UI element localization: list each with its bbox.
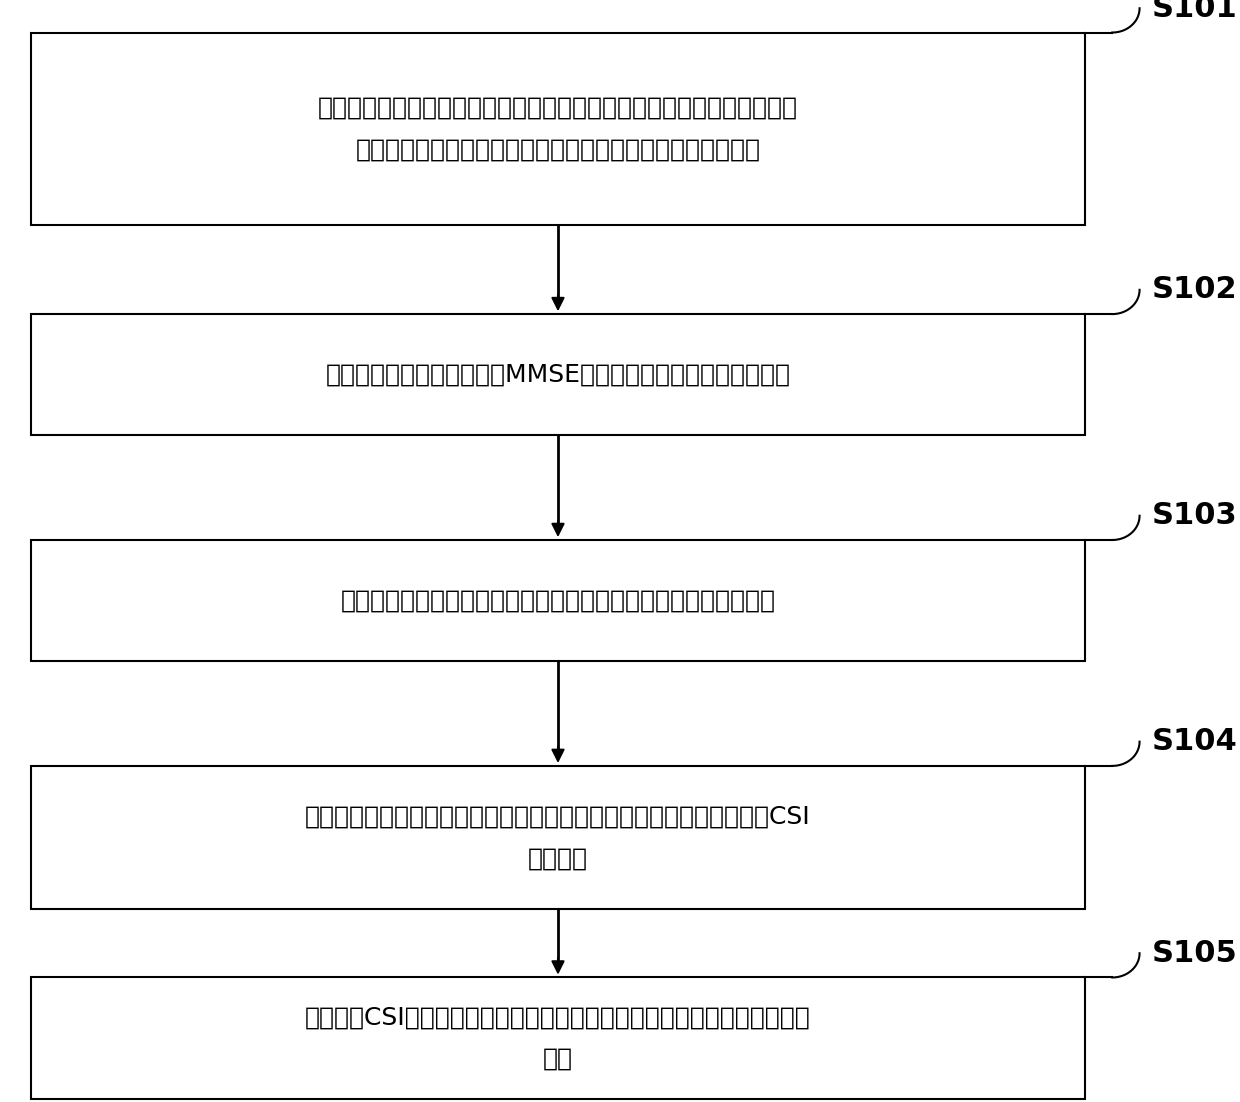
Text: 更新后的CSI再用于对前馈和反馈均衡系数矩阵进行更新以进行更加准确的: 更新后的CSI再用于对前馈和反馈均衡系数矩阵进行更新以进行更加准确的 xyxy=(305,1005,811,1029)
Bar xyxy=(31,540,1085,661)
Text: 方式和数量都相同，且导频位置对于接收端和发送端都是已知: 方式和数量都相同，且导频位置对于接收端和发送端都是已知 xyxy=(356,138,760,162)
Text: 选取时频二维均正交的离散导频作为导频图案，各发射天线上的导频插入: 选取时频二维均正交的离散导频作为导频图案，各发射天线上的导频插入 xyxy=(317,96,799,120)
Text: S104: S104 xyxy=(1152,727,1238,756)
Bar xyxy=(31,33,1085,226)
Bar xyxy=(31,766,1085,909)
Bar xyxy=(31,314,1085,435)
Text: 均衡: 均衡 xyxy=(543,1047,573,1071)
Text: 接收端利用导频接收信号和MMSE信道估计方法获得初始信道估计: 接收端利用导频接收信号和MMSE信道估计方法获得初始信道估计 xyxy=(325,363,791,387)
Text: S101: S101 xyxy=(1152,0,1238,23)
Text: 利用信道估计信息进行迭代反馈均衡以获得对传输数据符号的判决: 利用信道估计信息进行迭代反馈均衡以获得对传输数据符号的判决 xyxy=(341,588,775,613)
Text: S105: S105 xyxy=(1152,939,1238,968)
Text: 判决后的数据符号作为已知导频反馈至信道估计部分进行迭代估计，对CSI: 判决后的数据符号作为已知导频反馈至信道估计部分进行迭代估计，对CSI xyxy=(305,804,811,829)
Bar xyxy=(31,977,1085,1099)
Text: S102: S102 xyxy=(1152,276,1238,304)
Text: S103: S103 xyxy=(1152,501,1238,530)
Text: 进行更新: 进行更新 xyxy=(528,846,588,871)
